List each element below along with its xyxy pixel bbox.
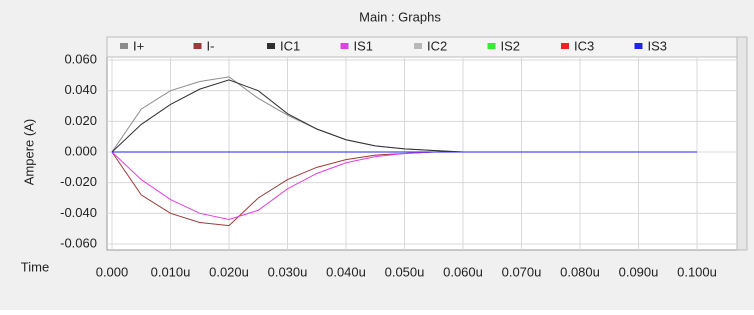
- plot-area: [107, 37, 737, 250]
- legend-swatch: [488, 43, 496, 49]
- scrollbar: [737, 37, 747, 250]
- x-tick-label: 0.100u: [677, 264, 717, 279]
- y-tick-label: -0.060: [60, 235, 97, 250]
- legend-swatch: [414, 43, 422, 49]
- x-axis-label: Time: [21, 259, 49, 274]
- x-tick-label: 0.010u: [151, 264, 191, 279]
- y-tick-label: 0.000: [64, 143, 97, 158]
- legend-label: IC3: [574, 38, 594, 53]
- legend-label: IC2: [427, 38, 447, 53]
- legend-label: I+: [133, 38, 144, 53]
- legend-swatch: [341, 43, 349, 49]
- chart-title: Main : Graphs: [359, 9, 441, 24]
- y-tick-label: -0.040: [60, 205, 97, 220]
- x-tick-label: 0.070u: [502, 264, 542, 279]
- legend-swatch: [120, 43, 128, 49]
- graph-window: Main : Graphs Time Ampere (A) 0.060 0.040…: [0, 0, 754, 310]
- legend-swatch: [267, 43, 275, 49]
- x-tick-label: 0.050u: [385, 264, 425, 279]
- y-tick-label: 0.020: [64, 113, 97, 128]
- legend-label: IS2: [501, 38, 521, 53]
- legend-label: IS3: [648, 38, 668, 53]
- x-tick-label: 0.060u: [443, 264, 483, 279]
- legend-label: IC1: [280, 38, 300, 53]
- y-tick-label: 0.040: [64, 82, 97, 97]
- x-tick-label: 0.020u: [209, 264, 249, 279]
- x-tick-label: 0.000: [96, 264, 129, 279]
- x-tick-label: 0.040u: [326, 264, 366, 279]
- legend-swatch: [561, 43, 569, 49]
- legend-swatch: [194, 43, 202, 49]
- legend-swatch: [635, 43, 643, 49]
- legend-label: IS1: [354, 38, 374, 53]
- y-tick-label: -0.020: [60, 174, 97, 189]
- y-axis-label: Ampere (A): [21, 119, 36, 185]
- x-tick-label: 0.090u: [619, 264, 659, 279]
- y-tick-label: 0.060: [64, 51, 97, 66]
- legend-label: I-: [207, 38, 215, 53]
- x-tick-label: 0.030u: [268, 264, 308, 279]
- x-tick-label: 0.080u: [560, 264, 600, 279]
